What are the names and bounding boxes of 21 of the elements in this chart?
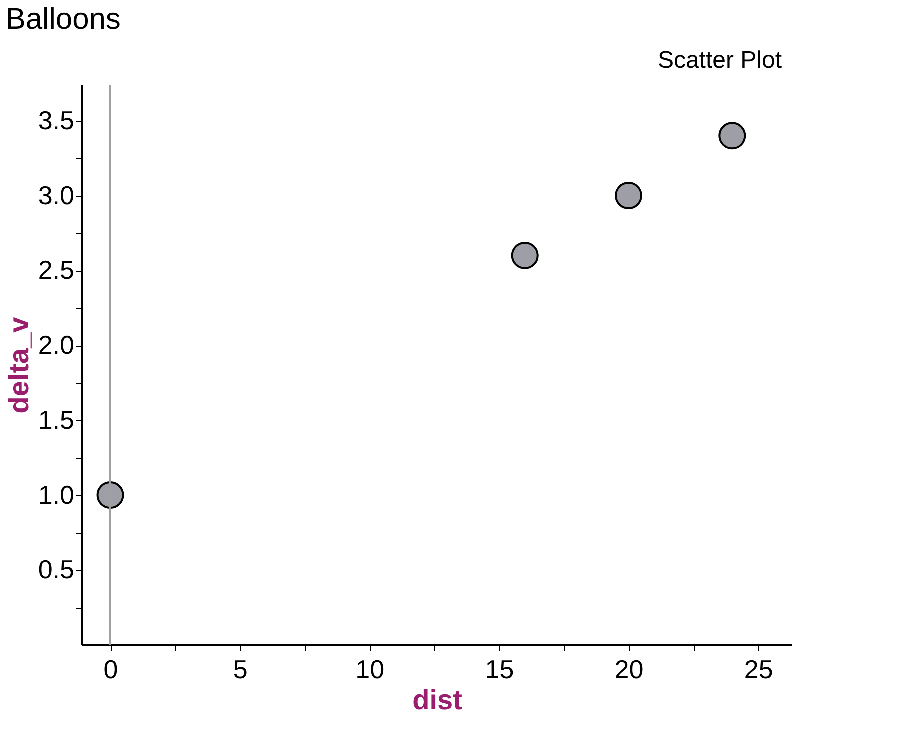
x-tick-label: 25: [744, 654, 774, 684]
x-tick-label: 5: [233, 654, 248, 684]
x-tick-label: 20: [614, 654, 644, 684]
y-tick-label: 3.5: [38, 105, 74, 136]
x-tick-label: 10: [356, 654, 385, 684]
x-tick-label: 15: [485, 654, 514, 684]
y-tick-label: 3.0: [38, 180, 74, 210]
y-tick-label: 2.5: [38, 255, 74, 286]
point: [615, 182, 642, 210]
y-tick-label: 1.5: [38, 404, 74, 435]
y-axis-title: delta_v: [3, 316, 34, 414]
y-tick-label: 2.0: [38, 330, 74, 360]
y-tick-label: 1.0: [38, 480, 74, 510]
point: [96, 482, 124, 509]
y-tick-label: 0.5: [38, 554, 74, 585]
x-tick-label: 0: [104, 654, 118, 684]
text: Scatter Plot: [658, 47, 782, 74]
point: [511, 242, 539, 270]
chart-title: Balloons: [6, 3, 121, 36]
point: [718, 122, 746, 150]
x-axis-title: dist: [412, 684, 462, 716]
